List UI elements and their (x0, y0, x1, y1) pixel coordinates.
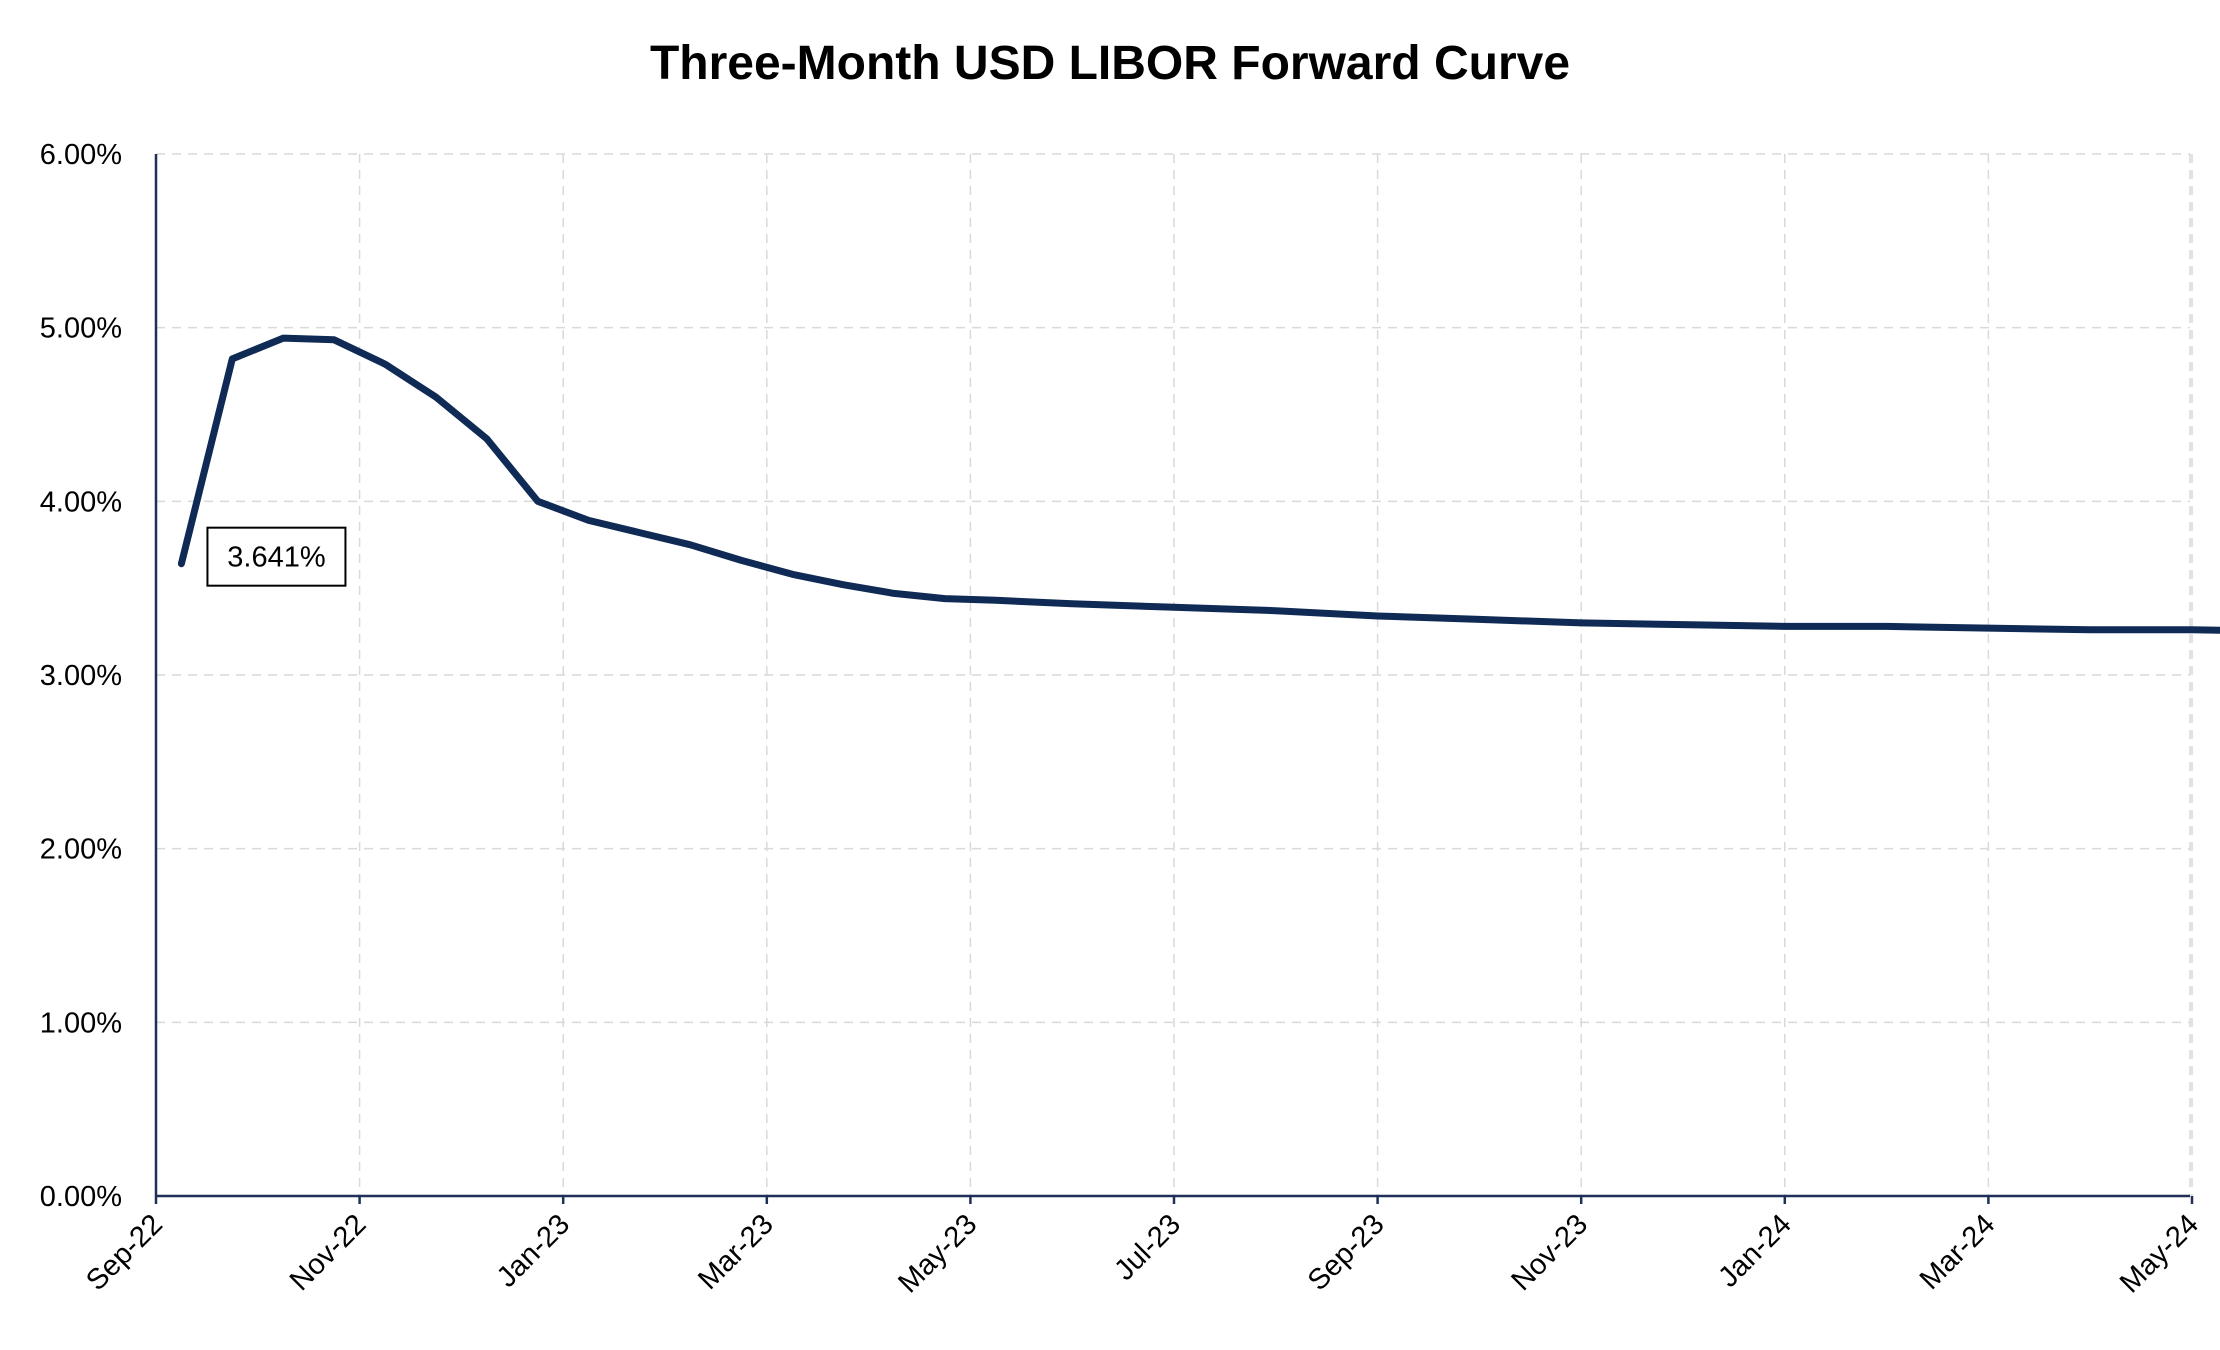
y-tick-label: 1.00% (40, 1007, 122, 1039)
x-tick-label: Nov-22 (284, 1208, 373, 1297)
y-axis-tick-labels: 0.00% 1.00% 2.00% 3.00% 4.00% 5.00% 6.00% (40, 139, 122, 1213)
x-tick-label: Sep-22 (80, 1208, 169, 1297)
y-tick-label: 0.00% (40, 1181, 122, 1213)
y-tick-label: 3.00% (40, 660, 122, 692)
x-tick-label: Nov-23 (1505, 1208, 1594, 1297)
x-tick-label: Sep-23 (1302, 1208, 1391, 1297)
annotation-box (206, 526, 347, 587)
annotation-label: 3.641% (227, 542, 325, 574)
x-tick-label: Jan-23 (491, 1208, 576, 1293)
y-tick-label: 5.00% (40, 313, 122, 345)
series-line (177, 334, 2220, 634)
annotation-layer: 3.641% (206, 526, 347, 587)
x-tick-label: Jul-23 (1108, 1208, 1186, 1286)
x-tick-label: Jan-24 (1712, 1208, 1797, 1293)
x-tick-label: Mar-23 (692, 1208, 780, 1296)
y-tick-label: 6.00% (40, 139, 122, 171)
x-tick-label: May-24 (2114, 1208, 2205, 1299)
x-axis-tick-labels: Sep-22 Nov-22 Jan-23 Mar-23 May-23 Jul-23 Sep-… (80, 1208, 2205, 1299)
grid-lines (156, 153, 2193, 1196)
axes (154, 154, 2194, 1204)
x-tick-label: May-23 (892, 1208, 983, 1299)
series-layer (177, 334, 2220, 634)
chart-title: Three-Month USD LIBOR Forward Curve (649, 37, 1571, 90)
y-tick-label: 4.00% (40, 486, 122, 518)
x-tick-label: Mar-24 (1914, 1208, 2002, 1296)
y-tick-label: 2.00% (40, 834, 122, 866)
